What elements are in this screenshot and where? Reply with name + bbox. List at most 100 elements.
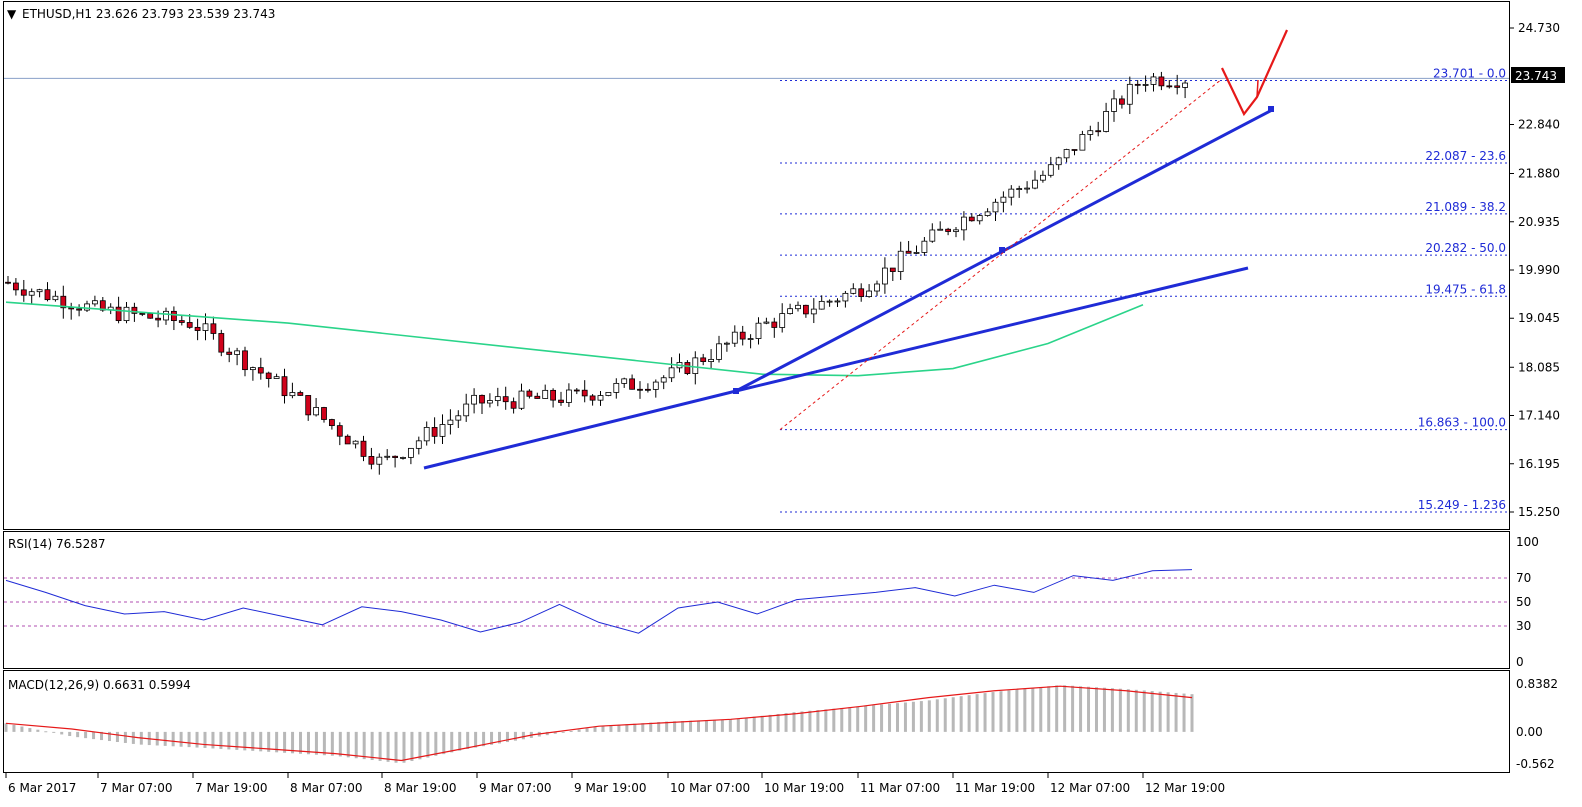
candle-body (1040, 174, 1046, 181)
macd-histogram-bar (84, 731, 88, 739)
macd-histogram-bar (1134, 689, 1138, 732)
candle-body (874, 283, 880, 292)
candle-body (803, 304, 809, 315)
candle-body (779, 313, 786, 328)
candle-body (961, 216, 967, 231)
macd-histogram-bar (633, 723, 637, 732)
candle-body (700, 357, 707, 362)
macd-histogram-bar (1126, 689, 1130, 732)
candle-body (1071, 149, 1078, 151)
candle-body (589, 395, 596, 401)
macd-histogram-bar (179, 731, 183, 747)
candle-body (368, 456, 375, 465)
time-tick-label: 8 Mar 07:00 (290, 781, 363, 795)
candle-body (447, 419, 454, 425)
macd-histogram-bar (490, 731, 494, 745)
macd-histogram-bar (458, 731, 462, 751)
macd-histogram-bar (1047, 686, 1051, 732)
candle-body (897, 250, 904, 272)
time-tick-label: 8 Mar 19:00 (384, 781, 457, 795)
macd-histogram-bar (784, 713, 788, 732)
macd-histogram-bar (402, 731, 406, 763)
candle-body (984, 211, 991, 216)
macd-histogram-bar (999, 691, 1003, 732)
candle-body (652, 381, 659, 390)
time-tick-label: 12 Mar 07:00 (1050, 781, 1130, 795)
rsi-tick-label: 30 (1516, 619, 1531, 633)
time-tick-label: 10 Mar 07:00 (670, 781, 750, 795)
candle-body (76, 308, 82, 311)
macd-histogram-bar (720, 719, 724, 732)
macd-label: MACD(12,26,9) 0.6631 0.5994 (8, 678, 191, 692)
macd-histogram-bar (1166, 692, 1170, 732)
macd-histogram-bar (792, 712, 796, 732)
candle-body (352, 440, 359, 445)
macd-panel (3, 670, 1510, 773)
candle-body (518, 390, 525, 409)
macd-histogram-bar (68, 731, 72, 737)
candle-body (882, 267, 888, 285)
macd-histogram-bar (641, 723, 645, 732)
candle-body (1016, 188, 1023, 190)
macd-histogram-bar (227, 731, 231, 750)
candle-body (1055, 157, 1062, 166)
candle-body (400, 457, 406, 459)
candle-body (321, 407, 327, 420)
time-tick-label: 9 Mar 19:00 (574, 781, 647, 795)
macd-histogram-bar (60, 731, 64, 735)
candle-body (328, 419, 335, 427)
macd-histogram-bar (808, 710, 812, 732)
macd-histogram-bar (283, 731, 287, 753)
current-price-tag (1511, 67, 1565, 83)
macd-histogram-bar (1102, 687, 1106, 732)
fib-level-label: 20.282 - 50.0 (1425, 241, 1506, 255)
macd-histogram-bar (92, 731, 96, 740)
candle-body (407, 447, 414, 458)
candle-body (163, 310, 169, 321)
macd-histogram-bar (1118, 688, 1122, 732)
macd-histogram-bar (816, 710, 820, 732)
macd-histogram-bar (76, 731, 80, 738)
candle-body (439, 424, 446, 437)
macd-histogram-bar (545, 731, 549, 736)
candle-body (937, 228, 944, 231)
macd-histogram-bar (418, 731, 422, 760)
time-tick-label: 11 Mar 07:00 (860, 781, 940, 795)
macd-histogram-bar (115, 731, 119, 742)
macd-histogram-bar (696, 720, 700, 732)
macd-histogram-bar (314, 731, 318, 755)
candle-body (573, 389, 580, 392)
macd-histogram-bar (243, 731, 247, 751)
macd-histogram-bar (100, 731, 104, 741)
fib-level-label: 22.087 - 23.6 (1425, 149, 1506, 163)
candle-body (479, 394, 485, 404)
macd-histogram-bar (824, 709, 828, 732)
candle-body (968, 216, 975, 222)
candle-body (1087, 130, 1094, 135)
macd-histogram-bar (338, 731, 342, 757)
candle-body (866, 290, 872, 298)
macd-histogram-bar (394, 731, 398, 763)
moving-average-line (5, 301, 1144, 377)
macd-histogram-bar (482, 731, 486, 747)
candle-body (976, 215, 983, 222)
macd-histogram-bar (617, 724, 621, 732)
macd-histogram-bar (760, 715, 764, 732)
macd-histogram-bar (362, 731, 366, 760)
macd-histogram-bar (1087, 686, 1091, 732)
trendline-anchor (1268, 106, 1274, 112)
time-tick-label: 11 Mar 19:00 (955, 781, 1035, 795)
candle-body (613, 382, 620, 393)
candle-body (842, 292, 849, 302)
candle-body (115, 306, 122, 322)
price-tick-label: 18.085 (1518, 360, 1560, 374)
candle-body (360, 440, 367, 457)
macd-histogram-bar (880, 704, 884, 732)
macd-histogram-bar (211, 731, 215, 749)
candle-body (1142, 84, 1149, 86)
rsi-tick-label: 70 (1516, 571, 1531, 585)
candle-body (1150, 76, 1157, 85)
macd-histogram-bar (1031, 687, 1035, 732)
candle-body (147, 313, 154, 319)
macd-histogram-bar (832, 708, 836, 732)
